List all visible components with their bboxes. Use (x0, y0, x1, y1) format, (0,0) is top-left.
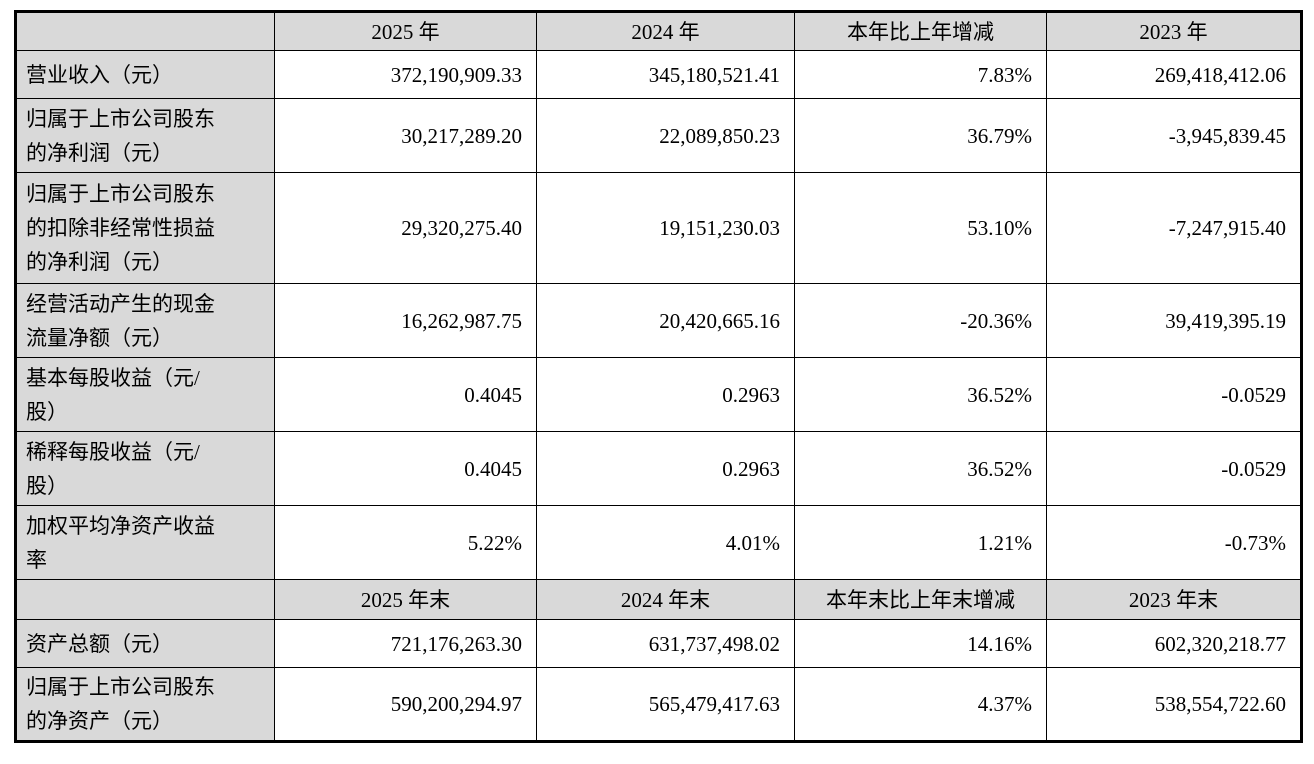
cell-2023: -0.0529 (1046, 431, 1302, 506)
cell-change: 36.52% (794, 357, 1047, 432)
table-row: 归属于上市公司股东 的扣除非经常性损益 的净利润（元） 29,320,275.4… (15, 172, 1302, 284)
row-label: 归属于上市公司股东 的净资产（元） (15, 667, 275, 742)
eoy-header-row: 2025 年末 2024 年末 本年末比上年末增减 2023 年末 (15, 579, 1302, 620)
cell-2024: 20,420,665.16 (536, 283, 795, 358)
annual-header-row: 2025 年 2024 年 本年比上年增减 2023 年 (15, 11, 1302, 51)
table-row: 加权平均净资产收益 率 5.22% 4.01% 1.21% -0.73% (15, 505, 1302, 580)
row-label: 营业收入（元） (15, 50, 275, 99)
row-label: 归属于上市公司股东 的扣除非经常性损益 的净利润（元） (15, 172, 275, 284)
cell-2023: 538,554,722.60 (1046, 667, 1302, 742)
row-label: 稀释每股收益（元/ 股） (15, 431, 275, 506)
cell-change: -20.36% (794, 283, 1047, 358)
cell-change: 4.37% (794, 667, 1047, 742)
cell-2025: 16,262,987.75 (274, 283, 537, 358)
cell-2025: 0.4045 (274, 357, 537, 432)
row-label: 基本每股收益（元/ 股） (15, 357, 275, 432)
corner-cell (15, 11, 275, 51)
cell-change: 7.83% (794, 50, 1047, 99)
corner-cell (15, 579, 275, 620)
cell-2024: 345,180,521.41 (536, 50, 795, 99)
cell-2025: 30,217,289.20 (274, 98, 537, 173)
cell-2024: 22,089,850.23 (536, 98, 795, 173)
row-label: 经营活动产生的现金 流量净额（元） (15, 283, 275, 358)
table-row: 稀释每股收益（元/ 股） 0.4045 0.2963 36.52% -0.052… (15, 431, 1302, 506)
cell-2025: 372,190,909.33 (274, 50, 537, 99)
cell-change: 36.52% (794, 431, 1047, 506)
cell-2023: -7,247,915.40 (1046, 172, 1302, 284)
financial-summary-table: 2025 年 2024 年 本年比上年增减 2023 年 营业收入（元） 372… (14, 10, 1303, 743)
table-row: 归属于上市公司股东 的净利润（元） 30,217,289.20 22,089,8… (15, 98, 1302, 173)
cell-2025: 0.4045 (274, 431, 537, 506)
row-label: 归属于上市公司股东 的净利润（元） (15, 98, 275, 173)
row-label: 资产总额（元） (15, 619, 275, 668)
column-header-2024: 2024 年 (536, 11, 795, 51)
cell-2025: 590,200,294.97 (274, 667, 537, 742)
column-header-yoy-change: 本年比上年增减 (794, 11, 1047, 51)
cell-change: 1.21% (794, 505, 1047, 580)
cell-2023: -0.73% (1046, 505, 1302, 580)
cell-change: 14.16% (794, 619, 1047, 668)
column-header-2023: 2023 年 (1046, 11, 1302, 51)
column-header-2024-eoy: 2024 年末 (536, 579, 795, 620)
table-row: 经营活动产生的现金 流量净额（元） 16,262,987.75 20,420,6… (15, 283, 1302, 358)
cell-2024: 0.2963 (536, 357, 795, 432)
table-row: 资产总额（元） 721,176,263.30 631,737,498.02 14… (15, 619, 1302, 668)
cell-2023: -0.0529 (1046, 357, 1302, 432)
cell-2023: 39,419,395.19 (1046, 283, 1302, 358)
cell-2024: 0.2963 (536, 431, 795, 506)
cell-2025: 5.22% (274, 505, 537, 580)
cell-2023: -3,945,839.45 (1046, 98, 1302, 173)
cell-2024: 565,479,417.63 (536, 667, 795, 742)
column-header-2025: 2025 年 (274, 11, 537, 51)
cell-2024: 4.01% (536, 505, 795, 580)
column-header-eoy-change: 本年末比上年末增减 (794, 579, 1047, 620)
cell-2025: 29,320,275.40 (274, 172, 537, 284)
cell-2023: 269,418,412.06 (1046, 50, 1302, 99)
cell-2025: 721,176,263.30 (274, 619, 537, 668)
table-row: 归属于上市公司股东 的净资产（元） 590,200,294.97 565,479… (15, 667, 1302, 742)
column-header-2025-eoy: 2025 年末 (274, 579, 537, 620)
column-header-2023-eoy: 2023 年末 (1046, 579, 1302, 620)
cell-change: 36.79% (794, 98, 1047, 173)
cell-2024: 631,737,498.02 (536, 619, 795, 668)
cell-change: 53.10% (794, 172, 1047, 284)
table-row: 营业收入（元） 372,190,909.33 345,180,521.41 7.… (15, 50, 1302, 99)
table-row: 基本每股收益（元/ 股） 0.4045 0.2963 36.52% -0.052… (15, 357, 1302, 432)
cell-2024: 19,151,230.03 (536, 172, 795, 284)
cell-2023: 602,320,218.77 (1046, 619, 1302, 668)
row-label: 加权平均净资产收益 率 (15, 505, 275, 580)
